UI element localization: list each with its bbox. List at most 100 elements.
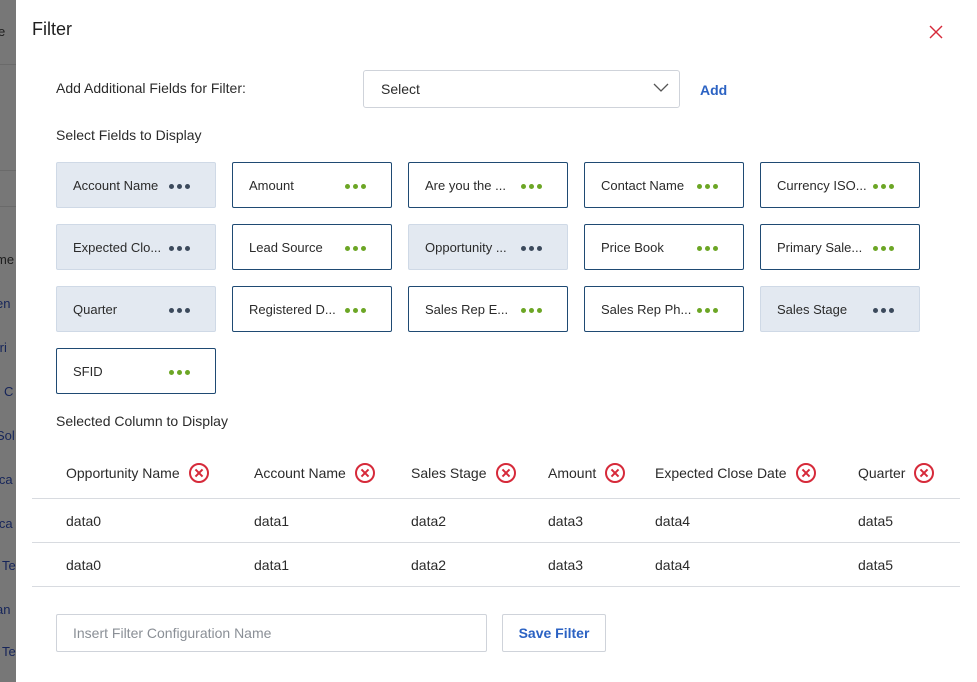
field-chip[interactable]: SFID xyxy=(56,348,216,394)
filter-modal: Filter Add Additional Fields for Filter:… xyxy=(16,0,977,682)
remove-column-icon[interactable] xyxy=(188,463,209,483)
more-options-icon[interactable] xyxy=(169,308,190,313)
background-divider xyxy=(0,206,16,207)
column-header: Sales Stage xyxy=(411,463,516,483)
background-divider xyxy=(0,64,16,65)
column-header: Quarter xyxy=(858,463,935,483)
table-cell: data0 xyxy=(66,557,102,573)
more-options-icon[interactable] xyxy=(521,246,542,251)
remove-column-icon[interactable] xyxy=(495,463,516,483)
add-fields-label: Add Additional Fields for Filter: xyxy=(56,80,246,96)
save-filter-button[interactable]: Save Filter xyxy=(502,614,606,652)
background-page: e me en tri C Sol ica ica Te an Te xyxy=(0,0,16,682)
field-chip-label: Account Name xyxy=(73,178,159,193)
more-options-icon[interactable] xyxy=(521,184,542,189)
field-chip[interactable]: Contact Name xyxy=(584,162,744,208)
field-chip[interactable]: Account Name xyxy=(56,162,216,208)
table-cell: data5 xyxy=(858,513,894,529)
remove-column-icon[interactable] xyxy=(795,463,816,483)
modal-title: Filter xyxy=(32,19,72,39)
remove-column-icon[interactable] xyxy=(354,463,375,483)
column-header-label: Sales Stage xyxy=(411,465,487,481)
table-divider xyxy=(32,498,960,499)
column-header-label: Expected Close Date xyxy=(655,465,787,481)
field-chip-label: Quarter xyxy=(73,302,118,317)
table-cell: data3 xyxy=(548,557,584,573)
field-chip[interactable]: Sales Rep Ph... xyxy=(584,286,744,332)
field-chip-label: Sales Rep E... xyxy=(425,302,509,317)
table-cell: data4 xyxy=(655,513,691,529)
field-chip[interactable]: Currency ISO... xyxy=(760,162,920,208)
field-select-dropdown[interactable]: Select xyxy=(363,70,680,108)
field-chip-label: Lead Source xyxy=(249,240,323,255)
field-chip[interactable]: Sales Stage xyxy=(760,286,920,332)
fields-heading: Select Fields to Display xyxy=(56,127,202,143)
close-icon[interactable] xyxy=(928,24,944,40)
column-header-label: Account Name xyxy=(254,465,346,481)
more-options-icon[interactable] xyxy=(697,184,718,189)
field-chip-label: Amount xyxy=(249,178,294,193)
field-chip-label: Sales Stage xyxy=(777,302,848,317)
field-chip[interactable]: Are you the ... xyxy=(408,162,568,208)
column-header-label: Amount xyxy=(548,465,597,481)
background-link: Te xyxy=(2,644,16,659)
background-link: ica xyxy=(0,516,13,531)
background-link: an xyxy=(0,602,11,617)
field-chip-label: Price Book xyxy=(601,240,664,255)
more-options-icon[interactable] xyxy=(521,308,542,313)
table-cell: data1 xyxy=(254,513,290,529)
more-options-icon[interactable] xyxy=(345,184,366,189)
background-link: tri xyxy=(0,340,7,355)
more-options-icon[interactable] xyxy=(345,308,366,313)
field-chip[interactable]: Expected Clo... xyxy=(56,224,216,270)
field-chip-label: Expected Clo... xyxy=(73,240,162,255)
background-link: en xyxy=(0,296,11,311)
background-text: e xyxy=(0,24,6,39)
table-cell: data3 xyxy=(548,513,584,529)
columns-heading: Selected Column to Display xyxy=(56,413,228,429)
table-cell: data1 xyxy=(254,557,290,573)
field-chip[interactable]: Opportunity ... xyxy=(408,224,568,270)
field-chip[interactable]: Primary Sale... xyxy=(760,224,920,270)
table-cell: data2 xyxy=(411,557,447,573)
more-options-icon[interactable] xyxy=(169,246,190,251)
add-field-button[interactable]: Add xyxy=(700,82,728,98)
remove-column-icon[interactable] xyxy=(605,463,626,483)
more-options-icon[interactable] xyxy=(697,308,718,313)
more-options-icon[interactable] xyxy=(169,184,190,189)
table-divider xyxy=(32,586,960,587)
field-chip-label: SFID xyxy=(73,364,103,379)
column-header-label: Quarter xyxy=(858,465,906,481)
field-chip-label: Are you the ... xyxy=(425,178,506,193)
more-options-icon[interactable] xyxy=(873,184,894,189)
background-text: me xyxy=(0,252,15,267)
more-options-icon[interactable] xyxy=(873,246,894,251)
more-options-icon[interactable] xyxy=(169,370,190,375)
field-chip[interactable]: Sales Rep E... xyxy=(408,286,568,332)
field-chip-label: Currency ISO... xyxy=(777,178,867,193)
field-chip[interactable]: Quarter xyxy=(56,286,216,332)
field-chip[interactable]: Registered D... xyxy=(232,286,392,332)
field-chip[interactable]: Lead Source xyxy=(232,224,392,270)
more-options-icon[interactable] xyxy=(697,246,718,251)
column-header: Account Name xyxy=(254,463,375,483)
more-options-icon[interactable] xyxy=(873,308,894,313)
field-chip-label: Contact Name xyxy=(601,178,685,193)
chevron-down-icon xyxy=(653,83,669,92)
background-link: Te xyxy=(2,558,16,573)
field-chip-label: Primary Sale... xyxy=(777,240,863,255)
field-chip[interactable]: Price Book xyxy=(584,224,744,270)
table-cell: data2 xyxy=(411,513,447,529)
table-divider xyxy=(32,542,960,543)
remove-column-icon[interactable] xyxy=(914,463,935,483)
more-options-icon[interactable] xyxy=(345,246,366,251)
background-link: C xyxy=(4,384,14,399)
table-cell: data4 xyxy=(655,557,691,573)
select-value: Select xyxy=(381,81,420,97)
table-header-row: Opportunity Name Account Name Sales Stag… xyxy=(16,463,977,499)
filter-name-input[interactable] xyxy=(56,614,487,652)
field-chip-label: Registered D... xyxy=(249,302,336,317)
field-chip[interactable]: Amount xyxy=(232,162,392,208)
field-chip-label: Opportunity ... xyxy=(425,240,507,255)
background-link: Sol xyxy=(0,428,15,443)
